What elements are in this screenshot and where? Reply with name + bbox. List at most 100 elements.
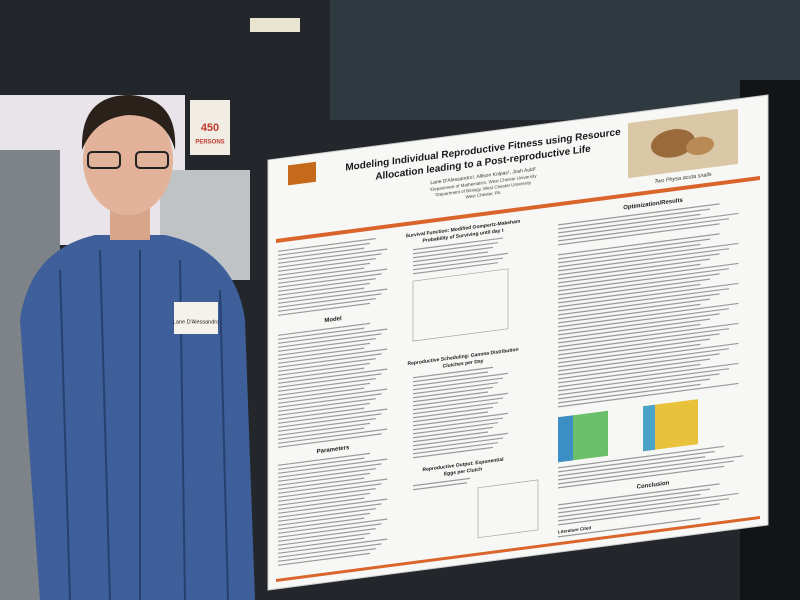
glasses bbox=[135, 151, 169, 169]
text-line bbox=[278, 282, 370, 296]
text-line bbox=[558, 273, 720, 296]
text-line bbox=[278, 382, 370, 396]
text-line bbox=[413, 366, 493, 379]
text-line bbox=[278, 247, 365, 260]
output-plot bbox=[477, 479, 539, 539]
text-line bbox=[278, 377, 376, 392]
text-line bbox=[413, 257, 503, 271]
text-line bbox=[558, 383, 701, 404]
text-line bbox=[278, 487, 376, 502]
footer-rule bbox=[276, 516, 760, 582]
survival-plot bbox=[412, 268, 509, 342]
header-rule bbox=[276, 176, 760, 243]
shirt-pattern bbox=[59, 249, 229, 600]
text-line bbox=[278, 497, 365, 510]
ceiling-light bbox=[250, 18, 300, 32]
text-line bbox=[278, 457, 365, 470]
text-line bbox=[413, 246, 493, 259]
text-line bbox=[558, 517, 701, 538]
text-line bbox=[558, 483, 720, 506]
glasses bbox=[87, 151, 121, 169]
text-line bbox=[278, 333, 382, 348]
text-line bbox=[278, 472, 370, 486]
poster-board bbox=[267, 94, 769, 591]
text-line bbox=[278, 348, 388, 364]
text-line bbox=[278, 387, 365, 400]
text-line bbox=[278, 237, 376, 252]
text-line bbox=[558, 313, 720, 336]
text-line bbox=[278, 478, 388, 494]
text-line bbox=[278, 547, 376, 562]
text-line bbox=[278, 458, 388, 474]
text-line bbox=[558, 450, 715, 473]
text-line bbox=[278, 538, 388, 554]
text-line bbox=[413, 482, 467, 491]
text-line bbox=[278, 467, 376, 482]
text-line bbox=[558, 445, 725, 469]
text-line bbox=[413, 251, 488, 263]
text-line bbox=[413, 411, 488, 423]
text-line bbox=[413, 382, 498, 395]
text-line bbox=[413, 397, 503, 411]
heatmap-band bbox=[558, 415, 573, 463]
text-line bbox=[278, 477, 365, 490]
text-line bbox=[558, 268, 729, 292]
text-line bbox=[278, 257, 376, 272]
text-line bbox=[278, 297, 376, 312]
text-line bbox=[558, 203, 720, 226]
text-line bbox=[278, 262, 370, 276]
text-line bbox=[278, 422, 370, 436]
text-line bbox=[558, 298, 710, 320]
text-line bbox=[558, 243, 701, 264]
text-line bbox=[558, 488, 710, 510]
text-line bbox=[413, 237, 503, 251]
text-line bbox=[278, 357, 376, 372]
text-line bbox=[558, 455, 744, 481]
text-line bbox=[413, 242, 498, 255]
text-line bbox=[558, 223, 720, 246]
text-line bbox=[278, 523, 382, 538]
text-line bbox=[558, 373, 720, 396]
sign bbox=[190, 100, 230, 155]
text-line bbox=[278, 408, 388, 424]
text-line bbox=[558, 258, 710, 280]
text-line bbox=[558, 278, 710, 300]
text-line bbox=[278, 267, 365, 280]
text-line bbox=[413, 432, 508, 447]
text-line bbox=[278, 322, 370, 336]
text-line bbox=[413, 477, 470, 487]
text-line bbox=[278, 367, 365, 380]
text-line bbox=[558, 238, 710, 260]
snail bbox=[651, 129, 695, 158]
text-line bbox=[413, 431, 488, 443]
text-line bbox=[558, 382, 739, 408]
text-line bbox=[413, 252, 508, 267]
text-line bbox=[278, 503, 382, 518]
text-line bbox=[558, 302, 739, 328]
text-line bbox=[278, 287, 365, 300]
text-line bbox=[278, 512, 370, 526]
poster-affiliation: West Chester, PA bbox=[466, 190, 501, 200]
text-line bbox=[558, 263, 701, 284]
text-line bbox=[413, 417, 503, 431]
text-line bbox=[558, 282, 739, 308]
text-line bbox=[558, 378, 710, 400]
hair bbox=[81, 95, 176, 150]
text-line bbox=[558, 492, 739, 518]
text-line bbox=[278, 353, 382, 368]
university-logo bbox=[288, 161, 316, 186]
section-title: Clutches per Day bbox=[443, 358, 484, 369]
text-line bbox=[278, 277, 376, 292]
text-line bbox=[278, 288, 388, 304]
text-line bbox=[558, 253, 720, 276]
text-line bbox=[413, 437, 503, 451]
text-line bbox=[278, 532, 370, 546]
text-line bbox=[278, 242, 370, 256]
shirt bbox=[20, 235, 255, 600]
text-line bbox=[413, 402, 498, 415]
text-line bbox=[278, 273, 382, 288]
text-line bbox=[278, 337, 376, 352]
text-line bbox=[558, 362, 739, 388]
text-line bbox=[558, 233, 720, 256]
